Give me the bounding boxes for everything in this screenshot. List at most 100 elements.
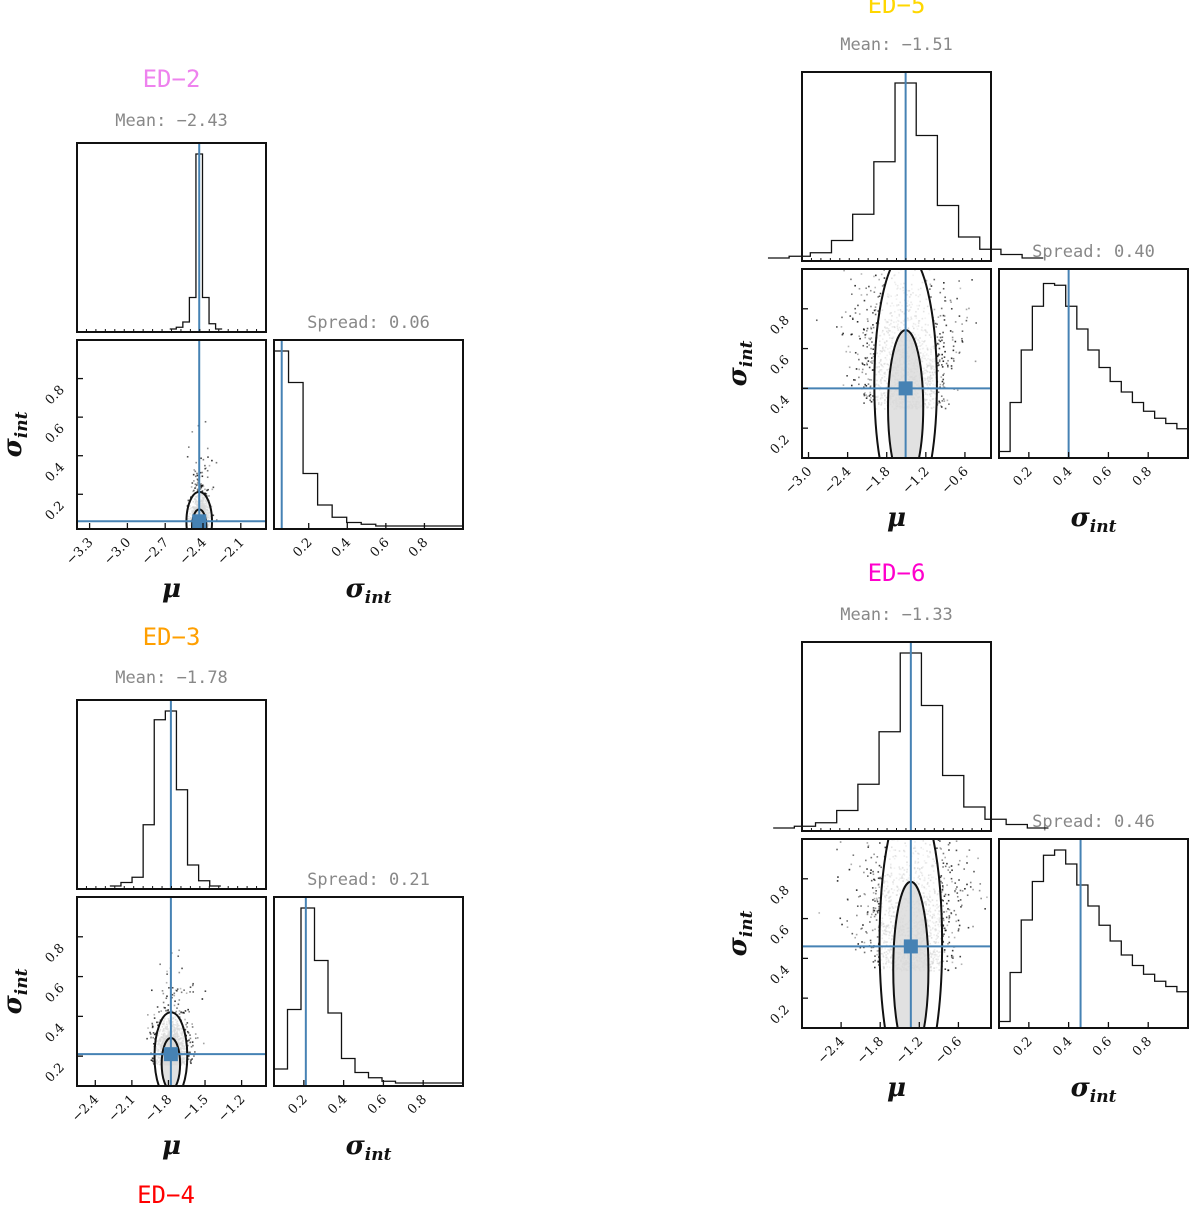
posterior-sample [173,994,176,997]
posterior-sample [866,356,869,359]
mu-tick-label: −2.4 [69,1092,102,1125]
posterior-sample [944,350,946,353]
sigma-panel-frame [273,896,464,1087]
posterior-sample [879,292,882,295]
posterior-sample [916,248,918,250]
posterior-sample [866,342,868,345]
posterior-sample [939,333,941,335]
posterior-sample [865,397,868,400]
posterior-sample [874,274,877,277]
posterior-sample [202,485,205,488]
posterior-sample [185,1023,187,1026]
posterior-sample [861,371,864,374]
posterior-sample [865,373,867,375]
chart-title: ED−2 [143,65,201,93]
posterior-sample [863,393,865,395]
posterior-sample [192,1044,194,1047]
posterior-sample [881,235,883,237]
mu-tick-label: −3.3 [63,535,96,568]
posterior-sample [177,955,180,958]
x-axis-label-mu: μ [162,574,181,604]
posterior-sample [852,318,854,320]
posterior-sample [179,987,182,990]
posterior-sample [871,362,873,364]
posterior-sample [902,244,904,246]
posterior-sample [997,146,999,148]
sigma-hist-tick-label: 0.6 [365,1092,390,1117]
posterior-sample [165,1010,167,1012]
posterior-sample [943,319,946,321]
posterior-sample [863,299,866,302]
posterior-sample [187,499,190,502]
posterior-sample [189,1034,191,1036]
sigma-tick-label: 0.2 [768,432,793,457]
posterior-sample [956,389,959,392]
posterior-sample [868,366,871,369]
posterior-sample [956,297,958,300]
truth-marker [192,514,207,529]
posterior-sample [847,211,849,213]
posterior-sample [147,1027,149,1029]
posterior-sample [843,269,845,272]
posterior-sample [860,273,863,275]
posterior-sample [196,482,199,484]
posterior-sample [957,252,959,254]
posterior-sample [938,347,941,350]
posterior-sample [167,1004,170,1006]
mu-histogram [169,153,223,330]
posterior-sample [200,486,203,489]
posterior-sample [189,1037,192,1040]
posterior-sample [961,323,963,325]
posterior-sample [157,1024,159,1027]
posterior-sample [867,320,869,323]
posterior-sample [194,487,196,489]
posterior-sample [925,279,928,282]
posterior-sample [150,989,153,992]
posterior-sample [939,340,942,343]
posterior-sample [952,227,954,229]
posterior-sample [871,369,874,371]
posterior-sample [929,283,932,286]
x-axis-label-sigma: σint [346,1131,392,1165]
posterior-sample [878,278,880,281]
posterior-sample [871,341,873,343]
mu-tick-label: −2.4 [822,464,855,497]
posterior-sample [969,187,971,189]
sigma-subscript: int [365,1145,392,1165]
posterior-sample [194,1051,196,1053]
posterior-sample [204,467,206,470]
posterior-sample [937,343,940,346]
chart-title: ED−3 [143,623,201,651]
posterior-sample [938,360,941,363]
posterior-sample [873,291,876,293]
posterior-sample [910,250,912,252]
posterior-sample [868,344,870,346]
posterior-sample [151,1022,154,1025]
posterior-sample [206,469,209,472]
sigma-hist-tick-label: 0.2 [290,535,315,560]
posterior-sample [152,1025,154,1028]
posterior-sample [884,214,886,216]
posterior-sample [966,316,968,319]
posterior-sample [942,378,945,381]
posterior-sample [878,295,881,297]
posterior-sample [193,469,195,471]
posterior-sample [178,971,181,974]
posterior-sample [961,341,964,343]
posterior-sample [939,336,942,339]
x-axis-label-sigma: σint [346,574,392,608]
posterior-sample [870,305,872,308]
posterior-sample [147,1014,149,1016]
posterior-sample [204,464,206,467]
posterior-sample [926,210,928,212]
posterior-sample [872,399,875,401]
mu-tick-label: −0.6 [939,464,972,497]
posterior-sample [192,991,195,993]
posterior-sample [849,351,851,353]
posterior-sample [150,1059,153,1061]
posterior-sample [952,345,955,348]
posterior-sample [865,287,867,290]
